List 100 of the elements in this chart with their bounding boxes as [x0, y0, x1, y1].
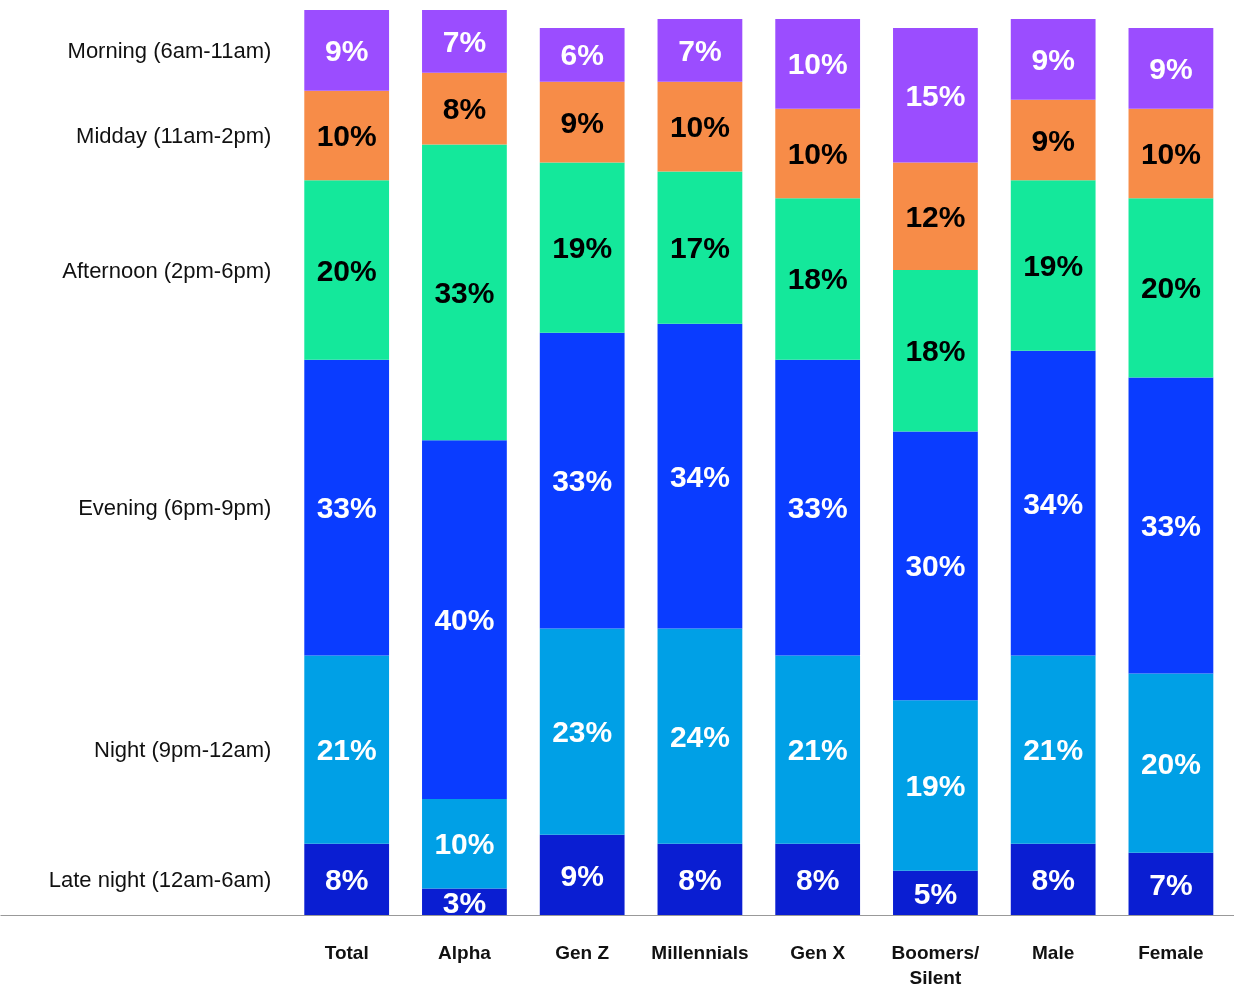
data-label: 23% [552, 715, 613, 749]
data-label: 3% [442, 885, 487, 919]
data-label: 40% [434, 603, 495, 637]
x-tick-label: Total [324, 941, 369, 963]
bar [893, 162, 978, 271]
data-label: 9% [1031, 42, 1075, 76]
bar [422, 10, 507, 73]
data-label: 7% [442, 24, 487, 58]
bar [893, 27, 978, 163]
bar [1128, 198, 1214, 378]
data-label: 18% [787, 262, 848, 296]
data-label: 10% [1140, 136, 1201, 170]
data-label: 7% [1149, 867, 1193, 901]
bar [893, 270, 978, 432]
bar [422, 144, 507, 441]
bar [657, 171, 743, 324]
bar [1010, 655, 1096, 844]
data-label: 9% [1031, 123, 1075, 157]
bar [304, 90, 390, 181]
data-label: 33% [434, 275, 495, 309]
data-label: 33% [787, 491, 848, 525]
data-label: 33% [552, 464, 613, 498]
bar [657, 323, 743, 629]
data-label: 8% [325, 863, 369, 897]
x-tick-label: Alpha [438, 941, 492, 963]
x-tick-label: Millennials [651, 941, 749, 963]
bar [422, 798, 507, 889]
data-label: 10% [787, 136, 848, 170]
data-label: 10% [787, 47, 848, 81]
data-label: 20% [1140, 271, 1201, 305]
data-label: 20% [1140, 746, 1201, 780]
data-label: 21% [316, 733, 377, 767]
bar [1128, 377, 1214, 674]
data-label: 10% [316, 119, 377, 153]
data-label: 8% [795, 863, 840, 897]
bar [539, 628, 625, 835]
bar [304, 180, 390, 360]
data-label: 21% [787, 733, 848, 767]
bar [422, 440, 507, 799]
bar [1010, 180, 1096, 351]
data-label: 8% [442, 92, 487, 126]
bar [775, 198, 861, 360]
data-label: 6% [560, 38, 604, 72]
data-label: 17% [669, 231, 730, 265]
bar [1010, 18, 1096, 100]
bar [1010, 99, 1096, 181]
bar [657, 628, 743, 844]
bar [1010, 350, 1096, 656]
bar [1128, 673, 1214, 853]
bar [1128, 27, 1214, 109]
data-label: 10% [434, 827, 495, 861]
data-label: 33% [1140, 509, 1201, 543]
data-label: 8% [1031, 863, 1075, 897]
x-tick-label: Male [1032, 941, 1075, 963]
data-label: 30% [905, 549, 966, 583]
data-label: 34% [1023, 486, 1084, 520]
x-tick-label: Female [1138, 941, 1204, 963]
bar [893, 431, 978, 701]
bar [657, 18, 743, 82]
bar [775, 359, 861, 656]
bar [539, 834, 625, 916]
series-label: Late night (12am-6am) [48, 867, 272, 893]
series-label: Afternoon (2pm-6pm) [62, 257, 272, 283]
bar [304, 10, 390, 91]
data-label: 7% [678, 33, 722, 67]
data-label: 18% [905, 334, 966, 368]
bar [893, 700, 978, 871]
bar [775, 843, 861, 916]
x-tick-label: Boomers/ Silent [891, 941, 980, 988]
bar [539, 332, 625, 629]
data-label: 9% [1149, 51, 1193, 85]
data-label: 19% [552, 231, 613, 265]
data-label: 9% [560, 858, 604, 892]
data-label: 5% [913, 876, 958, 910]
bar [539, 162, 625, 333]
data-label: 19% [905, 769, 966, 803]
series-label: Morning (6am-11am) [67, 37, 272, 63]
series-label: Night (9pm-12am) [94, 737, 272, 763]
bar [422, 72, 507, 145]
bar [304, 359, 390, 656]
bar [775, 108, 861, 199]
data-label: 12% [905, 199, 966, 233]
series-label: Evening (6pm-9pm) [78, 495, 272, 521]
data-label: 24% [669, 719, 730, 753]
bar [539, 81, 625, 163]
data-label: 9% [560, 105, 604, 139]
data-label: 21% [1023, 733, 1084, 767]
bar [1010, 843, 1096, 916]
bar [775, 655, 861, 844]
series-label: Midday (11am-2pm) [76, 123, 272, 149]
bar [304, 655, 390, 844]
data-label: 10% [669, 110, 730, 144]
data-label: 8% [678, 863, 722, 897]
x-tick-label: Gen X [790, 941, 846, 963]
x-tick-label: Gen Z [555, 941, 610, 963]
data-label: 19% [1023, 249, 1084, 283]
data-label: 33% [316, 491, 377, 525]
data-label: 20% [316, 253, 377, 287]
bar [775, 18, 861, 109]
data-label: 9% [325, 33, 369, 67]
